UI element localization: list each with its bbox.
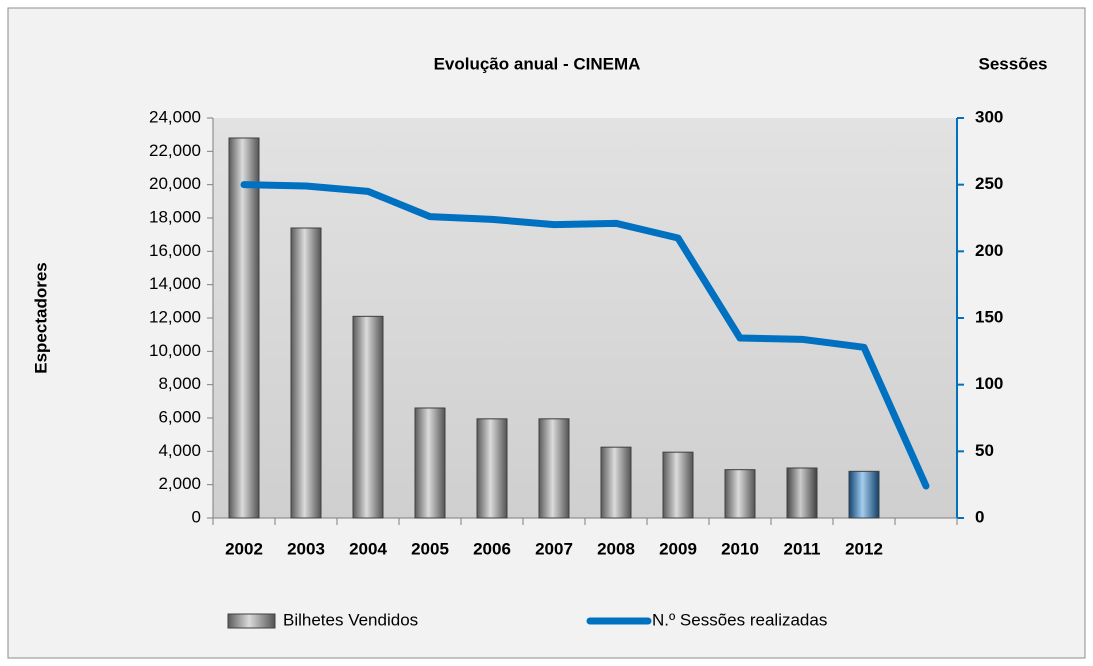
bar	[724, 469, 756, 519]
y2-axis-label: Sessões	[979, 54, 1048, 73]
y2-tick-label: 50	[975, 441, 994, 460]
y-tick-label: 12,000	[149, 307, 201, 326]
bar	[228, 137, 260, 519]
bar	[290, 227, 322, 519]
y-tick-label: 10,000	[149, 341, 201, 360]
y-tick-label: 14,000	[149, 274, 201, 293]
y-tick-label: 20,000	[149, 174, 201, 193]
bar	[414, 407, 446, 519]
x-tick-label: 2003	[287, 539, 325, 558]
bar	[662, 451, 694, 519]
plot-area	[213, 118, 957, 518]
y2-tick-label: 100	[975, 374, 1003, 393]
x-tick-label: 2006	[473, 539, 511, 558]
y-tick-label: 8,000	[158, 374, 201, 393]
x-tick-label: 2012	[845, 539, 883, 558]
x-tick-label: 2009	[659, 539, 697, 558]
y-tick-label: 4,000	[158, 441, 201, 460]
y2-tick-label: 250	[975, 174, 1003, 193]
bar	[848, 470, 880, 519]
x-tick-label: 2002	[225, 539, 263, 558]
chart-title: Evolução anual - CINEMA	[434, 54, 641, 73]
legend-label: Bilhetes Vendidos	[283, 610, 418, 629]
x-tick-label: 2004	[349, 539, 387, 558]
line	[240, 181, 930, 490]
y-tick-label: 0	[192, 507, 201, 526]
bar	[600, 446, 632, 519]
bar	[352, 315, 384, 519]
y-tick-label: 18,000	[149, 207, 201, 226]
bar	[786, 467, 818, 519]
y2-tick-label: 0	[975, 507, 984, 526]
x-tick-label: 2005	[411, 539, 449, 558]
bar	[476, 418, 508, 519]
y-tick-label: 6,000	[158, 407, 201, 426]
y-axis-label: Espectadores	[31, 262, 50, 374]
legend-label: N.º Sessões realizadas	[652, 610, 827, 629]
y-tick-label: 24,000	[149, 107, 201, 126]
y-tick-label: 2,000	[158, 474, 201, 493]
y-tick-label: 16,000	[149, 241, 201, 260]
bar	[538, 418, 570, 519]
x-tick-label: 2011	[784, 539, 821, 558]
y2-tick-label: 200	[975, 241, 1003, 260]
legend-swatch	[227, 613, 276, 629]
y2-tick-label: 300	[975, 107, 1003, 126]
x-tick-label: 2007	[535, 539, 573, 558]
x-tick-label: 2010	[721, 539, 759, 558]
y-tick-label: 22,000	[149, 141, 201, 160]
y2-tick-label: 150	[975, 307, 1003, 326]
x-tick-label: 2008	[597, 539, 635, 558]
